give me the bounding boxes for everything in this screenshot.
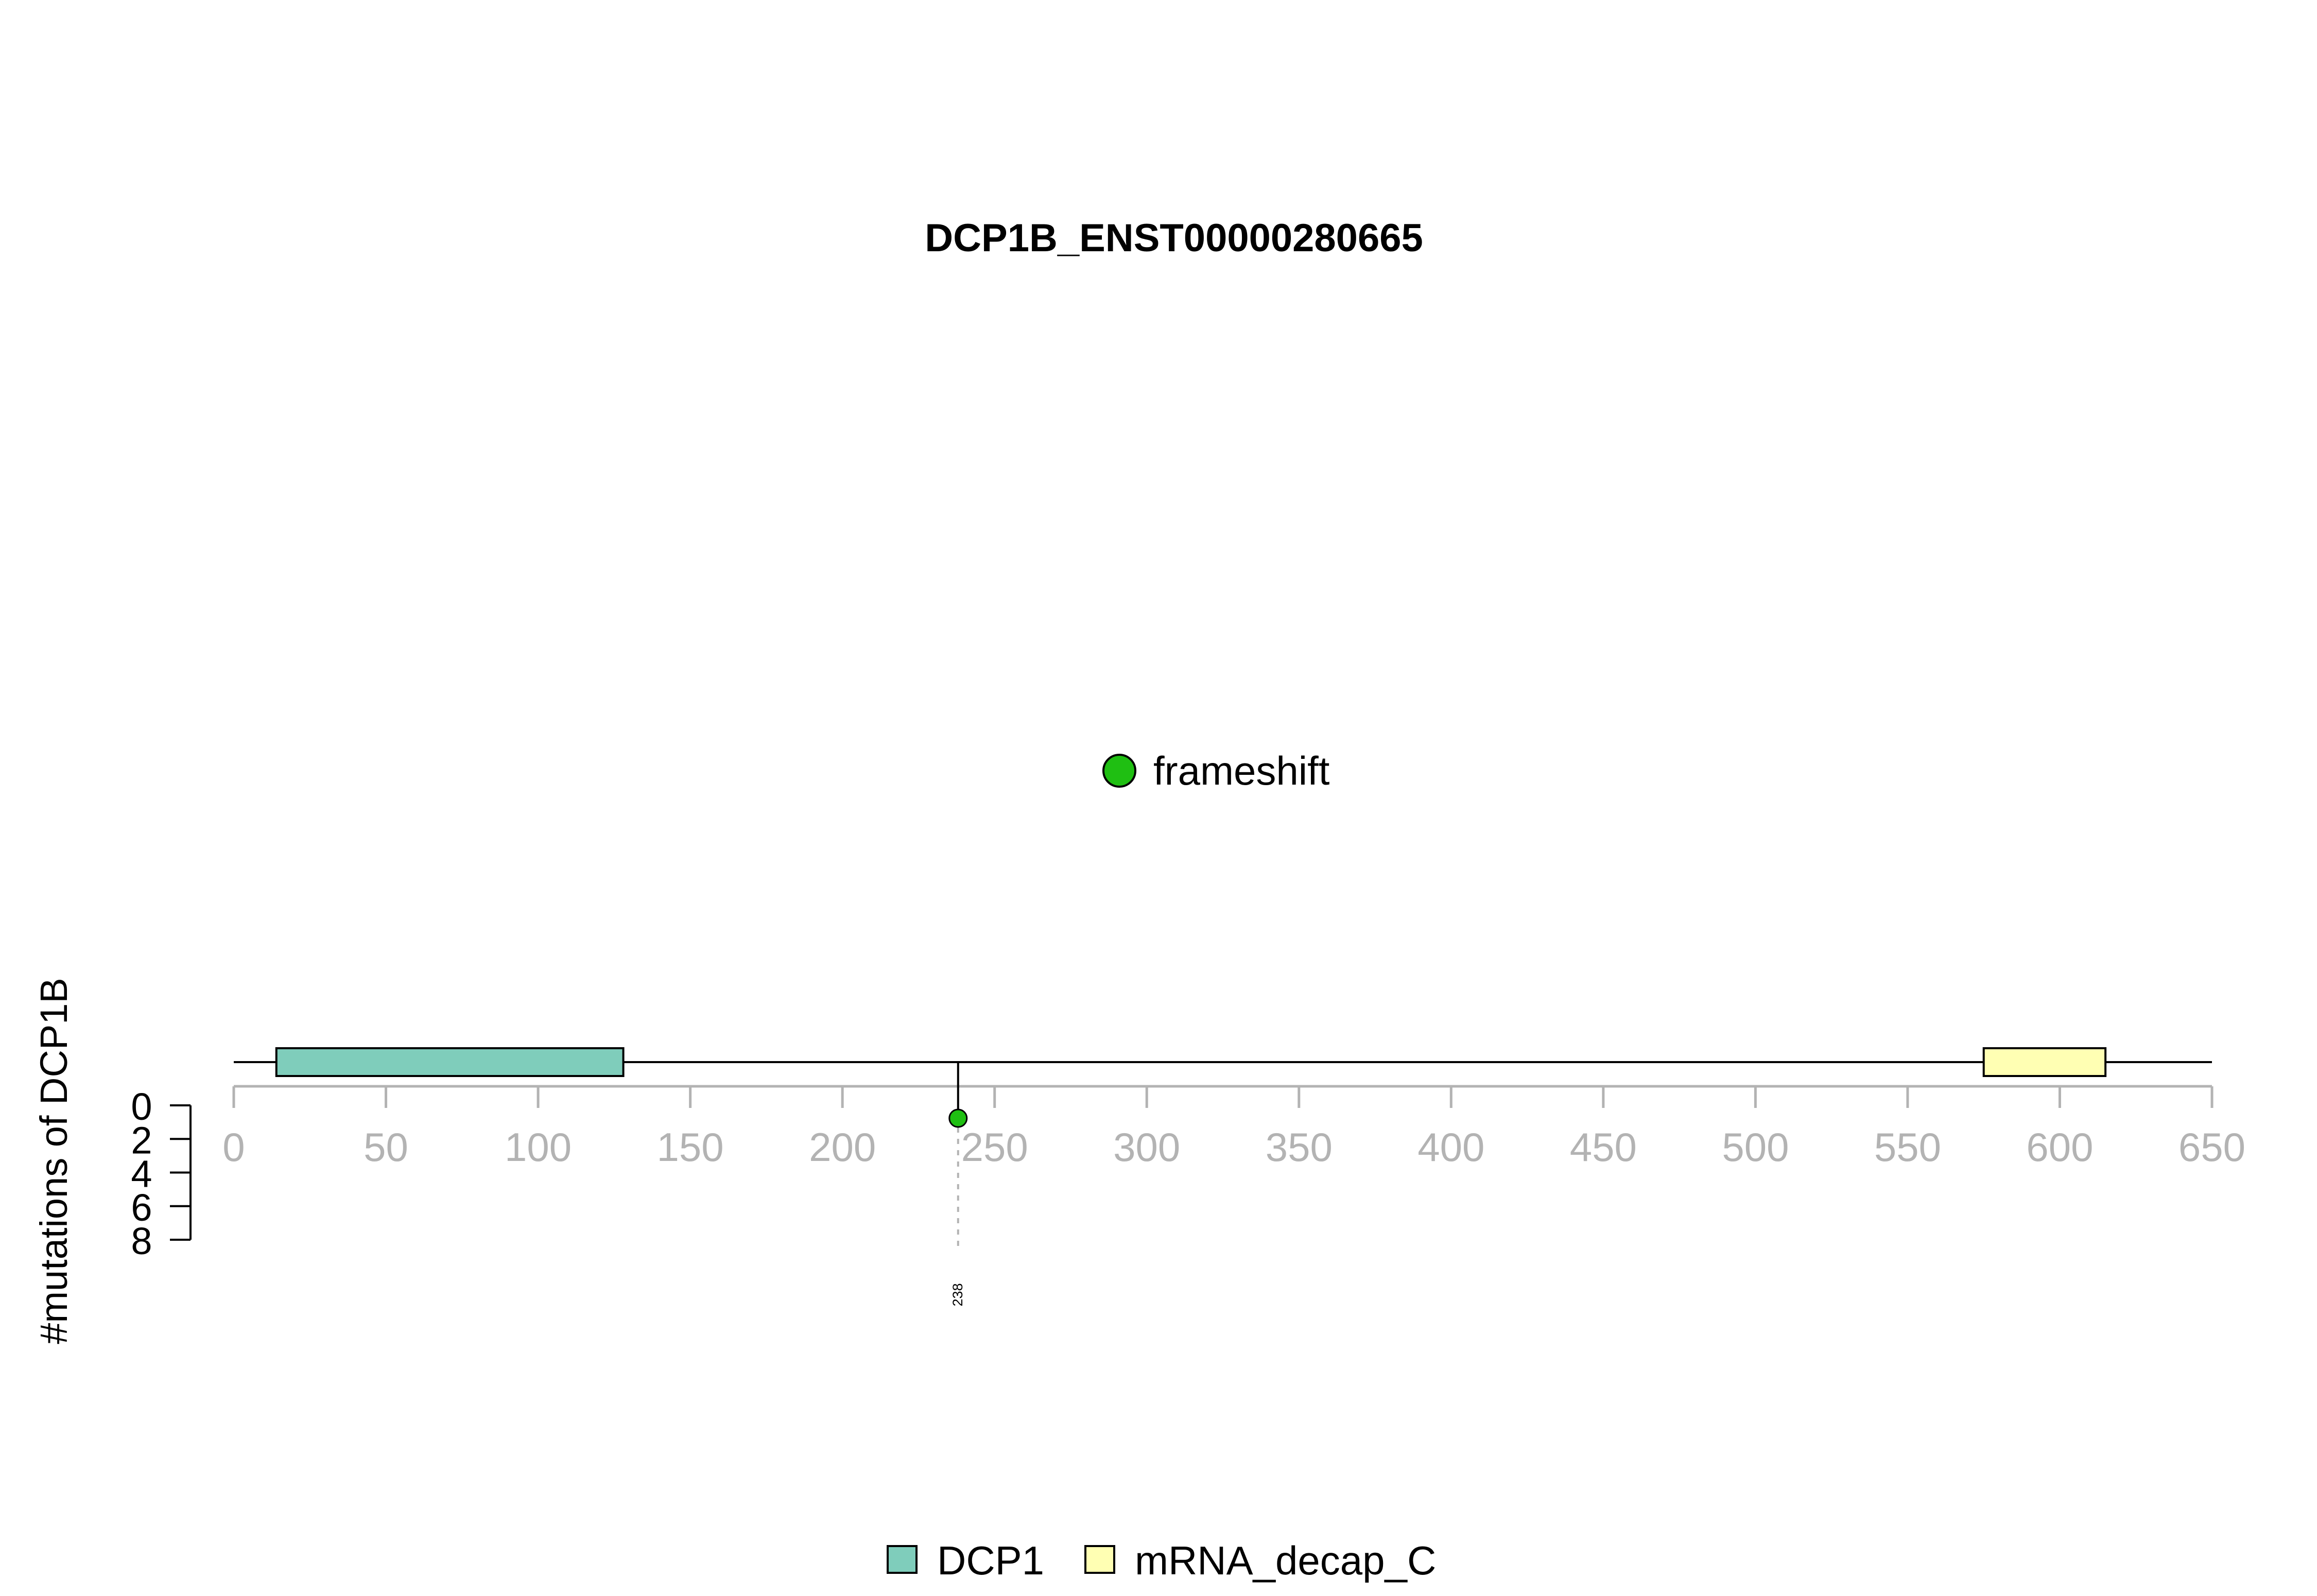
x-tick-label-0: 0 <box>222 1124 245 1170</box>
domain-legend-swatch-0 <box>887 1545 918 1574</box>
domain-box-0 <box>275 1047 625 1077</box>
domain-legend-label-0: DCP1 <box>937 1538 1044 1583</box>
y-tick-label-4: 4 <box>131 1153 152 1195</box>
y-tick-label-0: 0 <box>131 1085 152 1128</box>
mutation-point-0 <box>948 1108 968 1128</box>
x-tick-label-100: 100 <box>505 1124 572 1170</box>
x-tick-label-500: 500 <box>1722 1124 1789 1170</box>
domain-box-1 <box>1982 1047 2107 1077</box>
domain-legend-swatch-1 <box>1084 1545 1115 1574</box>
mutations: 238 <box>948 1062 968 1307</box>
x-tick-label-250: 250 <box>961 1124 1028 1170</box>
domain-legend-label-1: mRNA_decap_C <box>1135 1538 1436 1583</box>
mutation-label-0: 238 <box>950 1283 965 1306</box>
domain-legend: DCP1 mRNA_decap_C <box>887 1538 1436 1583</box>
y-tick-label-2: 2 <box>131 1119 152 1161</box>
domains <box>275 1047 2107 1077</box>
x-tick-label-300: 300 <box>1113 1124 1180 1170</box>
x-tick-label-150: 150 <box>657 1124 724 1170</box>
y-tick-label-6: 6 <box>131 1186 152 1229</box>
chart-title: DCP1B_ENST00000280665 <box>925 216 1423 260</box>
mutation-legend: frameshift <box>1102 748 1330 793</box>
x-tick-label-450: 450 <box>1570 1124 1637 1170</box>
x-tick-label-200: 200 <box>809 1124 876 1170</box>
mutation-legend-label-0: frameshift <box>1153 748 1330 793</box>
x-tick-label-600: 600 <box>2026 1124 2093 1170</box>
mutation-legend-marker-0 <box>1102 754 1136 788</box>
x-tick-label-400: 400 <box>1417 1124 1484 1170</box>
x-tick-label-50: 50 <box>364 1124 408 1170</box>
x-tick-label-650: 650 <box>2178 1124 2245 1170</box>
y-axis-label: #mutations of DCP1B <box>32 978 75 1344</box>
x-axis: 0 50 100 150 200 250 300 350 400 450 500 550 600 650 <box>222 1085 2245 1170</box>
x-tick-label-350: 350 <box>1266 1124 1333 1170</box>
y-tick-label-8: 8 <box>131 1220 152 1262</box>
x-tick-label-550: 550 <box>1874 1124 1941 1170</box>
